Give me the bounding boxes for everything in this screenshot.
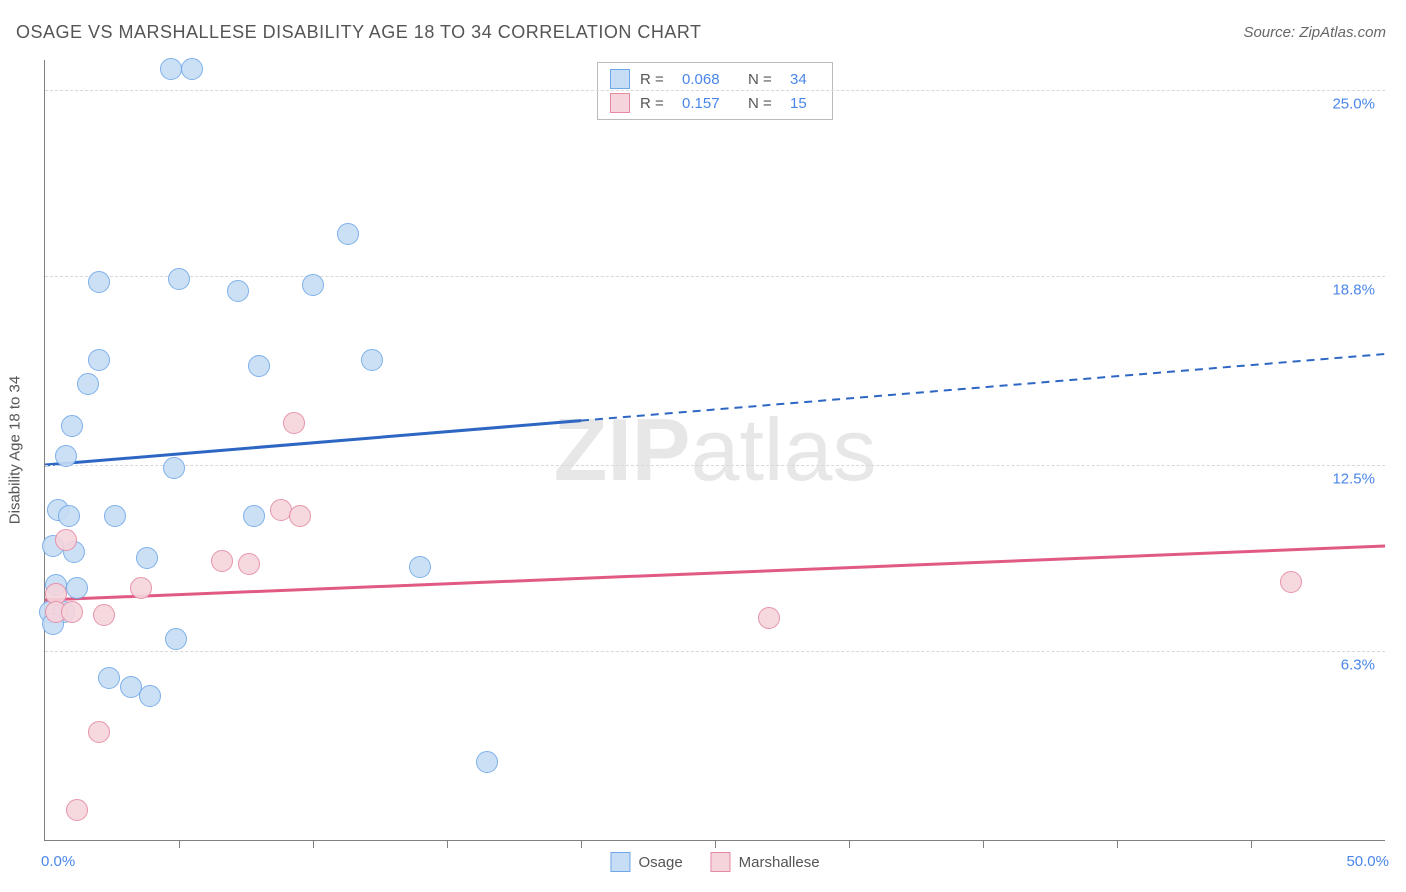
osage-point bbox=[55, 445, 77, 467]
correlation-legend: R = 0.068 N = 34 R = 0.157 N = 15 bbox=[597, 62, 833, 120]
osage-point bbox=[361, 349, 383, 371]
ytick-label: 6.3% bbox=[1337, 655, 1379, 676]
osage-point bbox=[476, 751, 498, 773]
ytick-label: 18.8% bbox=[1328, 280, 1379, 301]
legend-row-marshallese: R = 0.157 N = 15 bbox=[610, 91, 820, 115]
osage-point bbox=[66, 577, 88, 599]
swatch-marshallese bbox=[711, 852, 731, 872]
marshallese-point bbox=[758, 607, 780, 629]
osage-point bbox=[243, 505, 265, 527]
yaxis-title: Disability Age 18 to 34 bbox=[7, 376, 24, 524]
xaxis-min-label: 0.0% bbox=[41, 853, 75, 870]
osage-point bbox=[98, 667, 120, 689]
xtick bbox=[581, 840, 582, 848]
osage-point bbox=[104, 505, 126, 527]
osage-point bbox=[88, 271, 110, 293]
marshallese-point bbox=[238, 553, 260, 575]
marshallese-point bbox=[55, 529, 77, 551]
osage-point bbox=[88, 349, 110, 371]
marshallese-point bbox=[88, 721, 110, 743]
osage-point bbox=[168, 268, 190, 290]
series-legend: Osage Marshallese bbox=[610, 852, 819, 872]
legend-row-osage: R = 0.068 N = 34 bbox=[610, 67, 820, 91]
xtick bbox=[983, 840, 984, 848]
ytick-label: 12.5% bbox=[1328, 469, 1379, 490]
gridline bbox=[45, 651, 1385, 652]
plot-area: Disability Age 18 to 34 ZIPatlas R = 0.0… bbox=[44, 60, 1385, 841]
legend-item-osage: Osage bbox=[610, 852, 682, 872]
marshallese-point bbox=[61, 601, 83, 623]
gridline bbox=[45, 276, 1385, 277]
source-attribution: Source: ZipAtlas.com bbox=[1243, 24, 1386, 41]
trend-lines bbox=[45, 60, 1385, 840]
xtick bbox=[1251, 840, 1252, 848]
legend-item-marshallese: Marshallese bbox=[711, 852, 820, 872]
swatch-osage bbox=[610, 852, 630, 872]
gridline bbox=[45, 90, 1385, 91]
chart-title: OSAGE VS MARSHALLESE DISABILITY AGE 18 T… bbox=[16, 22, 702, 43]
xtick bbox=[313, 840, 314, 848]
marshallese-point bbox=[1280, 571, 1302, 593]
xtick bbox=[1117, 840, 1118, 848]
xaxis-max-label: 50.0% bbox=[1346, 853, 1389, 870]
watermark: ZIPatlas bbox=[554, 399, 877, 501]
xtick bbox=[179, 840, 180, 848]
xtick bbox=[849, 840, 850, 848]
osage-point bbox=[58, 505, 80, 527]
osage-point bbox=[77, 373, 99, 395]
swatch-osage bbox=[610, 69, 630, 89]
gridline bbox=[45, 465, 1385, 466]
osage-point bbox=[61, 415, 83, 437]
osage-point bbox=[136, 547, 158, 569]
osage-point bbox=[139, 685, 161, 707]
xtick bbox=[715, 840, 716, 848]
swatch-marshallese bbox=[610, 93, 630, 113]
ytick-label: 25.0% bbox=[1328, 94, 1379, 115]
osage-point bbox=[160, 58, 182, 80]
xtick bbox=[447, 840, 448, 848]
osage-point bbox=[181, 58, 203, 80]
osage-point bbox=[227, 280, 249, 302]
osage-point bbox=[163, 457, 185, 479]
marshallese-point bbox=[283, 412, 305, 434]
osage-point bbox=[337, 223, 359, 245]
marshallese-point bbox=[211, 550, 233, 572]
marshallese-point bbox=[289, 505, 311, 527]
osage-point bbox=[165, 628, 187, 650]
osage-point bbox=[248, 355, 270, 377]
marshallese-point bbox=[66, 799, 88, 821]
osage-point bbox=[302, 274, 324, 296]
marshallese-point bbox=[130, 577, 152, 599]
marshallese-point bbox=[93, 604, 115, 626]
osage-point bbox=[409, 556, 431, 578]
